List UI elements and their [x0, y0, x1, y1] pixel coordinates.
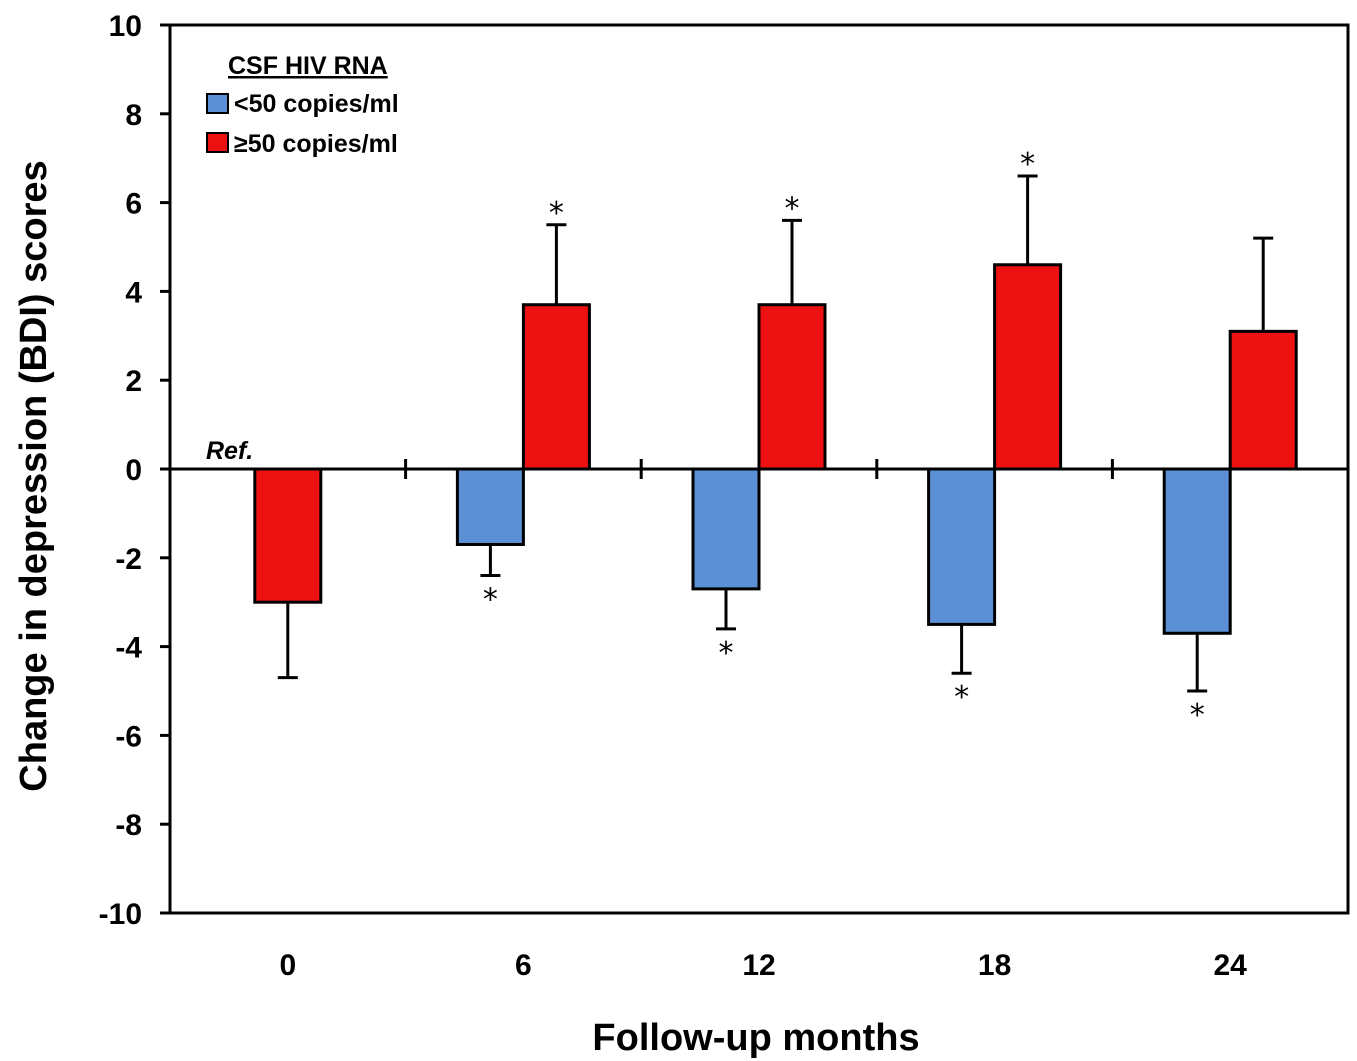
significance-star: * — [1190, 698, 1205, 733]
significance-star: * — [954, 680, 969, 715]
legend: CSF HIV RNA <50 copies/ml ≥50 copies/ml — [206, 52, 399, 158]
significance-star: * — [549, 196, 564, 231]
y-tick-label: -6 — [115, 720, 142, 753]
significance-star: * — [1020, 147, 1035, 182]
y-tick-label: -10 — [99, 898, 142, 931]
y-tick-label: 0 — [125, 454, 142, 487]
bar — [993, 263, 1063, 471]
bar — [1228, 329, 1298, 471]
legend-label-low: <50 copies/ml — [234, 90, 399, 118]
y-tick-label: 6 — [125, 188, 142, 221]
significance-star: * — [719, 636, 734, 671]
y-tick-label: 4 — [125, 276, 142, 309]
x-tick-label: 12 — [742, 949, 775, 982]
y-tick-label: 2 — [125, 365, 142, 398]
y-axis-title: Change in depression (BDI) scores — [13, 160, 55, 791]
y-tick-label: -2 — [115, 543, 142, 576]
legend-title: CSF HIV RNA — [228, 52, 388, 80]
x-tick-label: 6 — [515, 949, 532, 982]
reference-label: Ref. — [206, 437, 253, 465]
y-tick-label: 8 — [125, 99, 142, 132]
x-tick-label: 0 — [279, 949, 296, 982]
bar — [691, 467, 761, 591]
bars — [253, 263, 1298, 635]
bar — [253, 467, 323, 604]
significance-star: * — [483, 583, 498, 618]
x-tick-label: 24 — [1214, 949, 1248, 982]
legend-swatch-high — [206, 132, 229, 153]
bar — [455, 467, 525, 546]
x-tick-label: 18 — [978, 949, 1011, 982]
significance-star: * — [785, 191, 800, 226]
significance-markers: * * * * * * * — [483, 147, 1205, 733]
bar — [521, 303, 591, 471]
y-tick-label: -4 — [115, 632, 142, 665]
bar — [1162, 467, 1232, 635]
y-tick-label: 10 — [109, 10, 142, 43]
x-axis-title: Follow-up months — [592, 1017, 919, 1059]
error-bars — [277, 174, 1274, 693]
bar — [927, 467, 997, 626]
legend-swatch-low — [206, 93, 229, 114]
y-tick-label: -8 — [115, 809, 142, 842]
bar — [757, 303, 827, 471]
legend-label-high: ≥50 copies/ml — [234, 130, 398, 158]
